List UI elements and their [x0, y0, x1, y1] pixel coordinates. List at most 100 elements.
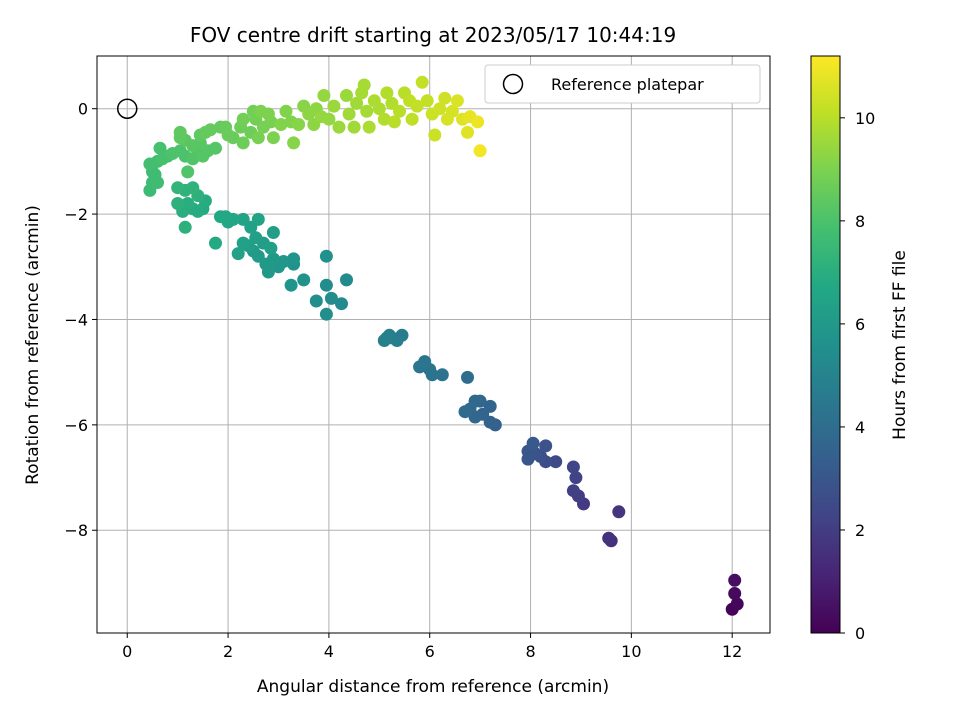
data-point	[332, 120, 346, 134]
data-point	[435, 368, 449, 382]
data-point	[236, 136, 250, 150]
data-point	[231, 247, 245, 261]
data-point	[261, 107, 275, 121]
data-point	[236, 212, 250, 226]
x-tick-label: 2	[223, 642, 233, 661]
reference-marker	[116, 98, 138, 119]
colorbar-tick-label: 0	[855, 624, 865, 643]
data-point	[468, 394, 482, 408]
data-point	[410, 99, 424, 113]
y-tick-label: 0	[78, 100, 88, 119]
data-point	[602, 531, 616, 545]
data-point	[461, 125, 474, 139]
data-point	[324, 291, 338, 305]
y-axis-ticks: 0 −2 −4 −6 −8	[64, 100, 97, 540]
data-point	[340, 89, 353, 102]
data-point	[171, 181, 185, 195]
grid	[97, 56, 770, 633]
data-point	[450, 94, 464, 108]
data-point	[249, 231, 263, 245]
data-point	[413, 360, 427, 374]
data-point	[151, 176, 164, 189]
data-point	[347, 120, 361, 134]
data-point	[458, 405, 472, 419]
data-point	[539, 439, 553, 453]
data-point	[438, 91, 452, 105]
data-point	[420, 94, 434, 108]
data-point	[274, 118, 288, 131]
data-point	[362, 120, 376, 134]
legend-entry-label: Reference platepar	[551, 75, 704, 94]
data-point	[219, 120, 233, 134]
x-tick-label: 0	[122, 642, 132, 661]
data-point	[566, 484, 580, 498]
data-point	[266, 131, 280, 145]
data-point	[309, 294, 323, 308]
data-point	[377, 112, 391, 126]
data-point	[405, 112, 419, 126]
data-point	[445, 104, 459, 118]
colorbar-tick-label: 10	[855, 109, 875, 128]
data-point	[319, 278, 333, 292]
legend-marker-circle-icon	[502, 73, 524, 95]
data-point	[393, 104, 406, 118]
colorbar-ticks: 0 2 4 6 8 10	[840, 109, 875, 643]
data-point	[287, 252, 301, 266]
data-point	[728, 573, 742, 587]
data-point	[342, 107, 356, 121]
data-point	[279, 104, 293, 118]
data-point	[236, 112, 250, 126]
y-tick-label: −2	[64, 205, 88, 224]
data-points	[143, 75, 744, 616]
data-point	[730, 597, 744, 611]
x-tick-label: 10	[621, 642, 641, 661]
data-point	[319, 307, 333, 321]
data-point	[357, 78, 371, 92]
data-point	[335, 297, 348, 311]
data-point	[428, 128, 442, 142]
data-point	[327, 99, 341, 113]
data-point	[264, 241, 278, 255]
x-tick-label: 8	[525, 642, 535, 661]
colorbar: 0 2 4 6 8 10 Hours from first FF file	[810, 55, 910, 643]
data-point	[322, 112, 336, 126]
chart-title: FOV centre drift starting at 2023/05/17 …	[190, 23, 676, 47]
colorbar-tick-label: 8	[855, 212, 865, 231]
data-point	[181, 165, 195, 179]
data-point	[566, 460, 580, 474]
data-point	[380, 86, 394, 100]
data-point	[372, 102, 386, 116]
y-tick-label: −4	[64, 310, 88, 329]
legend: Reference platepar	[484, 64, 761, 104]
colorbar-tick-label: 4	[855, 418, 865, 437]
x-tick-label: 6	[425, 642, 435, 661]
data-point	[178, 220, 192, 234]
y-tick-label: −6	[64, 416, 88, 435]
data-point	[173, 125, 187, 139]
data-point	[209, 141, 222, 155]
x-tick-label: 4	[324, 642, 334, 661]
data-point	[360, 104, 374, 118]
data-point	[319, 249, 333, 263]
x-axis-label: Angular distance from reference (arcmin)	[257, 677, 609, 697]
y-tick-label: −8	[64, 521, 88, 540]
data-point	[171, 197, 185, 210]
data-point	[350, 96, 364, 110]
data-point	[203, 123, 217, 137]
data-point	[549, 455, 563, 469]
plot-frame	[96, 55, 771, 634]
data-point	[471, 115, 485, 129]
x-tick-label: 12	[722, 642, 742, 661]
data-point	[461, 370, 474, 384]
data-point	[612, 505, 626, 519]
data-point	[266, 226, 280, 239]
data-point	[340, 273, 353, 287]
data-point	[526, 436, 540, 450]
data-point	[380, 331, 394, 345]
data-point	[569, 471, 583, 485]
legend-box	[484, 64, 761, 104]
data-point	[297, 273, 311, 287]
data-point	[236, 236, 250, 250]
data-point	[226, 131, 240, 145]
